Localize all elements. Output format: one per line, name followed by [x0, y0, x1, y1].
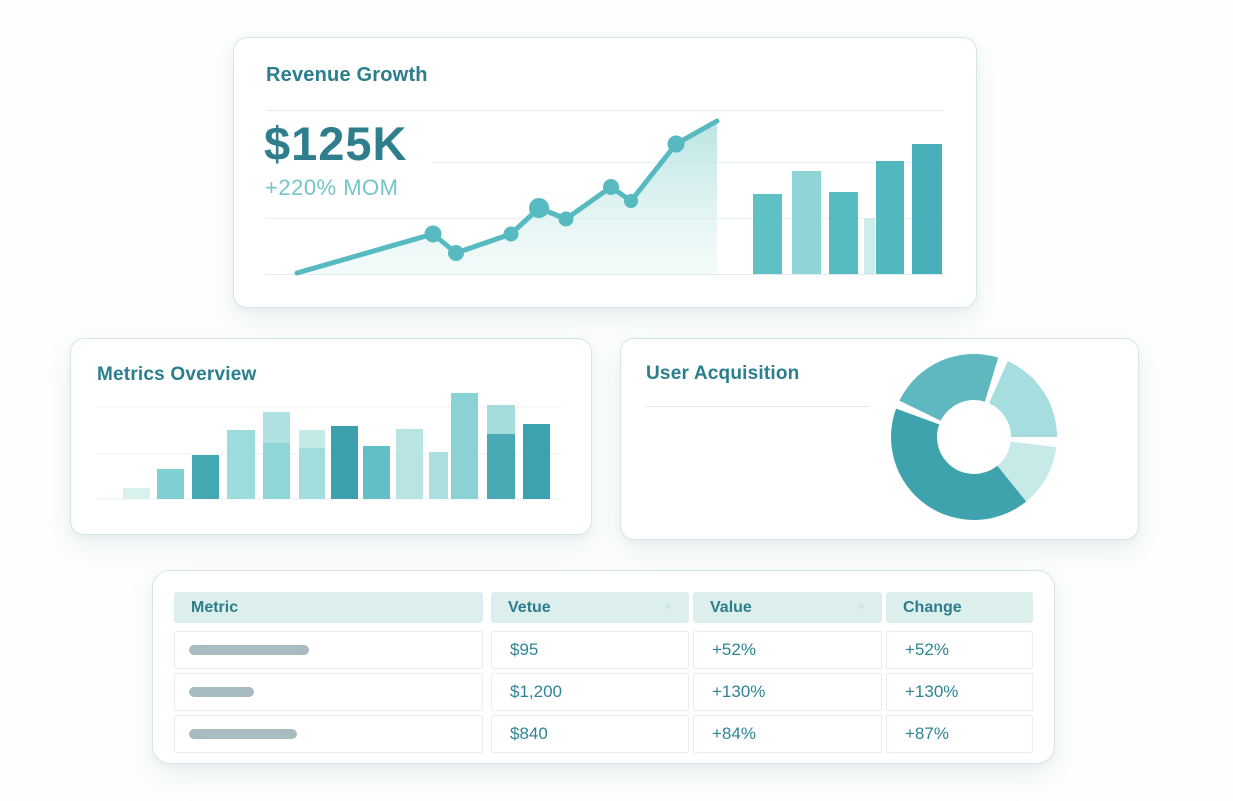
revenue-growth-card: Revenue Growth $125K +220% MOM: [233, 37, 977, 308]
title-divider: [266, 110, 944, 111]
metric-placeholder-pill: [189, 729, 297, 739]
table-cell-change: +87%: [886, 715, 1033, 753]
table-cell-vetue: $95: [491, 631, 689, 669]
revenue-card-title: Revenue Growth: [266, 64, 428, 86]
table-cell-metric: [174, 631, 483, 669]
table-header-label: Vetue: [508, 598, 551, 616]
table-header-metric: Metric: [174, 592, 483, 623]
table-cell-value: +130%: [693, 673, 882, 711]
table-cell-vetue: $1,200: [491, 673, 689, 711]
table-cell-change: +52%: [886, 631, 1033, 669]
table-header-label: Change: [903, 598, 962, 616]
acquisition-card-title: User Acquisition: [646, 363, 800, 384]
donut-segment-2: [989, 361, 1057, 437]
metrics-table-card: Metric Vetue ▼ Value ▼ Change $95 +52% +52…: [152, 570, 1055, 764]
table-cell-vetue: $840: [491, 715, 689, 753]
table-header-value: Value ▼: [693, 592, 882, 623]
donut-segment-4: [891, 408, 1027, 520]
chart-baseline: [266, 274, 944, 275]
donut-segment-3: [997, 441, 1057, 502]
revenue-bar-chart: [753, 144, 942, 274]
sort-icon[interactable]: ▼: [857, 602, 866, 612]
table-header-label: Value: [710, 598, 752, 616]
metrics-bar-chart: [96, 393, 561, 500]
donut-segment-1: [899, 354, 999, 421]
table-header-label: Metric: [191, 598, 239, 616]
table-cell-metric: [174, 715, 483, 753]
table-cell-value: +84%: [693, 715, 882, 753]
metrics-overview-card: Metrics Overview: [70, 338, 592, 535]
revenue-stat-change: +220% MOM: [265, 175, 399, 200]
revenue-line-chart: [294, 118, 720, 276]
table-cell-value: +52%: [693, 631, 882, 669]
user-acquisition-donut-chart: [891, 354, 1057, 520]
table-cell-metric: [174, 673, 483, 711]
metric-placeholder-pill: [189, 645, 309, 655]
table-header-change: Change: [886, 592, 1033, 623]
revenue-stat-value: $125K: [264, 117, 408, 170]
sort-icon[interactable]: ▼: [664, 602, 673, 612]
title-divider: [646, 406, 869, 407]
table-header-vetue: Vetue ▼: [491, 592, 689, 623]
metric-placeholder-pill: [189, 687, 254, 697]
user-acquisition-card: User Acquisition: [620, 338, 1139, 540]
table-cell-change: +130%: [886, 673, 1033, 711]
metrics-card-title: Metrics Overview: [97, 364, 257, 385]
